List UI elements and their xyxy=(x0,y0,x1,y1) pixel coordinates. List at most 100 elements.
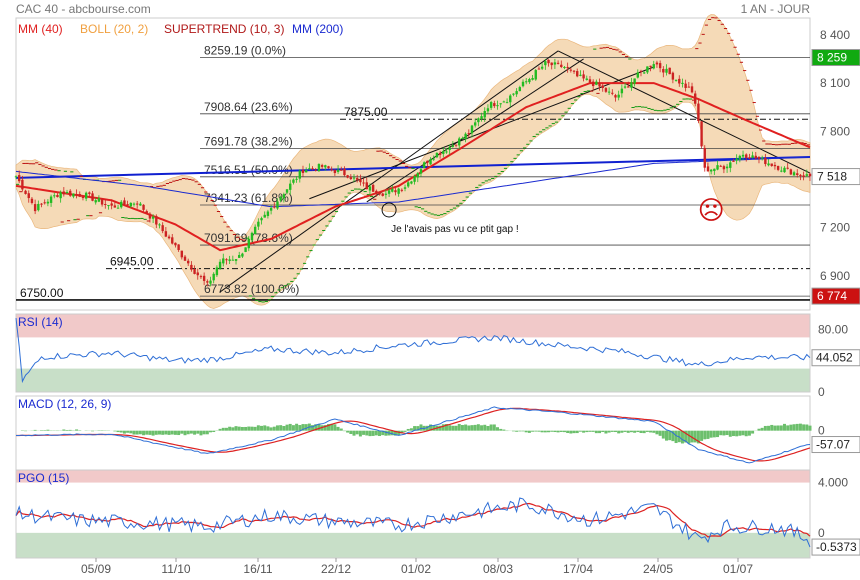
x-axis: 05/09 11/10 16/11 22/12 01/02 08/03 17/04 24/05… xyxy=(81,558,753,576)
histogram-bar xyxy=(269,427,273,431)
candle-body xyxy=(362,182,365,184)
histogram-bar xyxy=(476,424,480,431)
candle-body xyxy=(604,88,608,92)
histogram-bar xyxy=(805,424,809,431)
candle-body xyxy=(407,182,410,187)
histogram-bar xyxy=(582,430,586,433)
histogram-bar xyxy=(68,429,72,431)
histogram-bar xyxy=(540,430,544,433)
candle-body xyxy=(639,70,643,72)
candle-body xyxy=(317,163,321,172)
candle-body xyxy=(17,175,21,182)
price-tag xyxy=(811,168,860,186)
histogram-bar xyxy=(199,430,203,436)
candle-body xyxy=(633,78,636,84)
histogram-bar xyxy=(483,424,487,431)
histogram-bar xyxy=(234,426,238,431)
histogram-bar xyxy=(429,424,433,431)
candle-body xyxy=(253,226,257,235)
histogram-bar xyxy=(256,425,260,431)
candle-body xyxy=(285,189,289,193)
histogram-bar xyxy=(782,423,786,431)
y-tick-label: 6 900 xyxy=(820,269,850,283)
candle-body xyxy=(276,201,279,209)
histogram-bar xyxy=(661,430,665,439)
candle-body xyxy=(713,168,716,172)
candle-body xyxy=(161,225,164,232)
histogram-bar xyxy=(365,430,369,436)
trend-line xyxy=(309,66,654,200)
candle-body xyxy=(470,125,474,134)
candle-body xyxy=(477,118,480,123)
candle-body xyxy=(88,192,91,194)
indicator-last-tag xyxy=(811,349,860,367)
candle-body xyxy=(757,157,761,159)
candle-body xyxy=(493,103,496,107)
histogram-bar xyxy=(362,430,366,435)
histogram-bar xyxy=(744,430,748,437)
panel-frame xyxy=(15,313,811,393)
candle-body xyxy=(489,102,493,108)
candle-body xyxy=(381,193,384,196)
candle-body xyxy=(263,214,266,218)
histogram-bar xyxy=(317,424,321,431)
candle-body xyxy=(588,79,592,83)
candle-body xyxy=(247,238,250,249)
histogram-bar xyxy=(559,430,563,432)
histogram-bar xyxy=(467,425,471,431)
histogram-bar xyxy=(142,430,146,436)
candle-body xyxy=(397,188,400,194)
histogram-bar xyxy=(282,426,286,431)
histogram-bar xyxy=(489,424,493,431)
histogram-bar xyxy=(741,430,745,436)
histogram-bar xyxy=(326,424,330,431)
histogram-bar xyxy=(725,430,729,436)
histogram-bar xyxy=(665,430,669,441)
price-tag xyxy=(811,287,860,305)
candle-body xyxy=(802,175,805,177)
candle-body xyxy=(448,147,451,151)
histogram-bar xyxy=(333,424,337,431)
histogram-bar xyxy=(291,425,295,431)
histogram-bar xyxy=(492,424,496,431)
candle-body xyxy=(748,157,751,159)
histogram-bar xyxy=(381,430,385,436)
candle-body xyxy=(569,69,573,71)
histogram-bar xyxy=(719,430,723,436)
trend-line xyxy=(557,50,811,174)
candle-body xyxy=(461,137,464,139)
histogram-bar xyxy=(240,426,244,431)
histogram-bar xyxy=(808,425,812,431)
candle-body xyxy=(196,272,199,276)
histogram-bar xyxy=(416,426,420,431)
histogram-bar xyxy=(789,424,793,431)
indicator-tick: 0 xyxy=(818,385,825,399)
candle-body xyxy=(706,166,710,172)
candle-body xyxy=(792,172,796,176)
histogram-bar xyxy=(515,430,519,432)
histogram-bar xyxy=(591,430,595,432)
histogram-bar xyxy=(148,430,152,435)
candle-body xyxy=(324,165,327,168)
histogram-bar xyxy=(652,430,656,433)
candle-body xyxy=(225,259,228,261)
histogram-bar xyxy=(642,430,646,434)
histogram-bar xyxy=(298,425,302,431)
histogram-bar xyxy=(260,425,264,431)
histogram-bar xyxy=(598,430,602,434)
macd-panel: MACD (12, 26, 9) 0-57.07 xyxy=(15,395,860,471)
candle-body xyxy=(148,213,152,219)
histogram-bar xyxy=(674,430,678,444)
candle-body xyxy=(352,177,356,179)
candle-body xyxy=(496,105,499,107)
candle-body xyxy=(365,182,368,190)
candle-body xyxy=(69,190,72,196)
histogram-bar xyxy=(221,427,225,431)
trend-line xyxy=(366,58,584,203)
histogram-bar xyxy=(575,430,579,434)
period-label[interactable]: 1 AN - JOUR xyxy=(741,2,811,16)
level-label: 6945.00 xyxy=(110,255,154,269)
histogram-bar xyxy=(91,430,95,432)
candle-body xyxy=(413,175,416,182)
candle-body xyxy=(655,62,659,65)
